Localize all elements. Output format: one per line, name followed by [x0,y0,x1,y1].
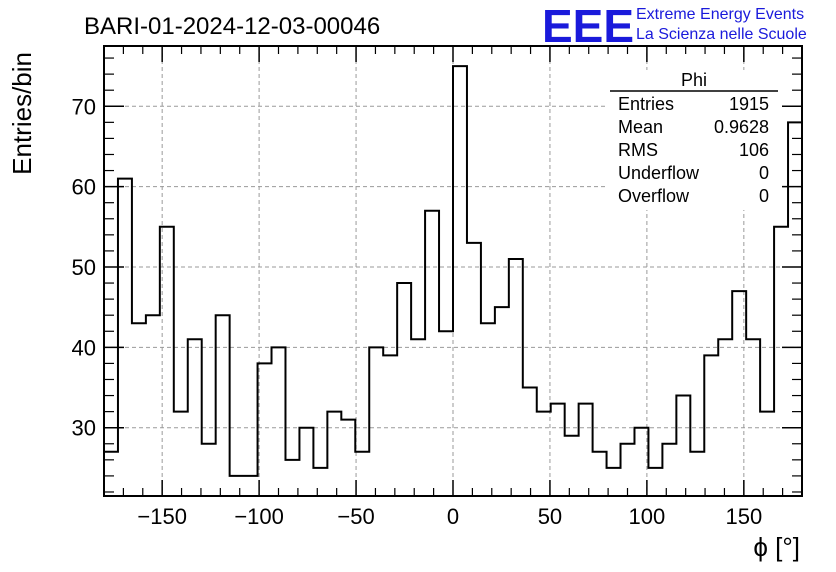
y-tick-labels: 30 40 50 60 70 [72,94,96,440]
histogram-bin [760,412,774,496]
histogram-bin [676,396,690,496]
histogram-bin [481,323,495,496]
histogram-bin [132,323,146,496]
x-tick-label: 50 [538,504,562,529]
histogram-bin [621,444,635,496]
histogram-bin [509,259,523,496]
histogram-bin [355,452,369,496]
histogram-bin [662,444,676,496]
histogram-bin [690,452,704,496]
plot-frame [103,45,803,497]
eee-logo: EEE [542,0,634,52]
histogram-bin [118,179,132,496]
y-tick-label: 50 [72,255,96,280]
stats-value: 106 [739,140,769,160]
histogram-bin [258,363,272,496]
y-tick-label: 40 [72,335,96,360]
histogram-bin [244,476,258,496]
histogram-bin [146,315,160,496]
histogram-bin [732,291,746,496]
histogram-bin [523,388,537,496]
stats-value: 1915 [729,94,769,114]
x-tick-label: 100 [629,504,666,529]
histogram-bin [341,420,355,496]
histogram-bin [495,307,509,496]
histogram-bin [411,339,425,496]
histogram-bin [397,283,411,496]
histogram-bin [174,412,188,496]
histogram-bin [718,339,732,496]
histogram-bin [285,460,299,496]
axis-ticks [103,46,803,496]
y-tick-label: 60 [72,175,96,200]
stats-box: Phi Entries 1915 Mean 0.9628 RMS 106 Underflow… [608,70,780,210]
histogram-bin [369,347,383,496]
histogram-bin [537,412,551,496]
stats-rows: Entries 1915 Mean 0.9628 RMS 106 Underflow 0 Ove… [618,94,769,206]
histogram-bin [746,339,760,496]
histogram-bin [425,211,439,496]
histogram-bin [160,227,174,496]
histogram-bin [216,315,230,496]
histogram-bin [634,428,648,496]
stats-box-title: Phi [681,70,707,90]
x-axis-label: ϕ [°] [753,532,800,562]
histogram-bin [313,468,327,496]
histogram-bin [565,436,579,496]
stats-value: 0.9628 [714,117,769,137]
chart-title: BARI-01-2024-12-03-00046 [84,13,380,40]
histogram-bin [579,404,593,496]
stats-label: Mean [618,117,663,137]
histogram-bin [188,339,202,496]
histogram-bin [327,412,341,496]
x-tick-label: −100 [234,504,284,529]
stats-label: Entries [618,94,674,114]
histogram-bin [788,122,802,496]
histogram-outline [104,65,802,477]
x-tick-label: −150 [137,504,187,529]
x-tick-labels: −150 −100 −50 0 50 100 150 [137,504,762,529]
stats-value: 0 [759,163,769,183]
histogram-bin [439,331,453,496]
stats-label: Overflow [618,186,690,206]
histogram-bin [704,355,718,496]
x-tick-label: 150 [725,504,762,529]
y-axis-label: Entries/bin [7,52,37,175]
stats-value: 0 [759,186,769,206]
histogram-bin [272,347,286,496]
brand-line-1: Extreme Energy Events [636,6,804,23]
histogram-bin [202,444,216,496]
x-tick-label: −50 [337,504,374,529]
histogram-bin [551,404,565,496]
histogram-bin [104,452,118,496]
histogram-bin [774,227,788,496]
stats-label: Underflow [618,163,700,183]
stats-label: RMS [618,140,658,160]
histogram-bin [648,468,662,496]
brand-line-2: La Scienza nelle Scuole [636,26,807,43]
y-tick-label: 30 [72,416,96,441]
histogram-bin [299,428,313,496]
histogram-bin [593,452,607,496]
x-tick-label: 0 [447,504,459,529]
histogram-bin [607,468,621,496]
y-tick-label: 70 [72,94,96,119]
stats-box-background [608,70,780,210]
histogram-bin [467,243,481,496]
histogram-bin [230,476,244,496]
histogram-bin [453,66,467,496]
histogram-bin [383,355,397,496]
